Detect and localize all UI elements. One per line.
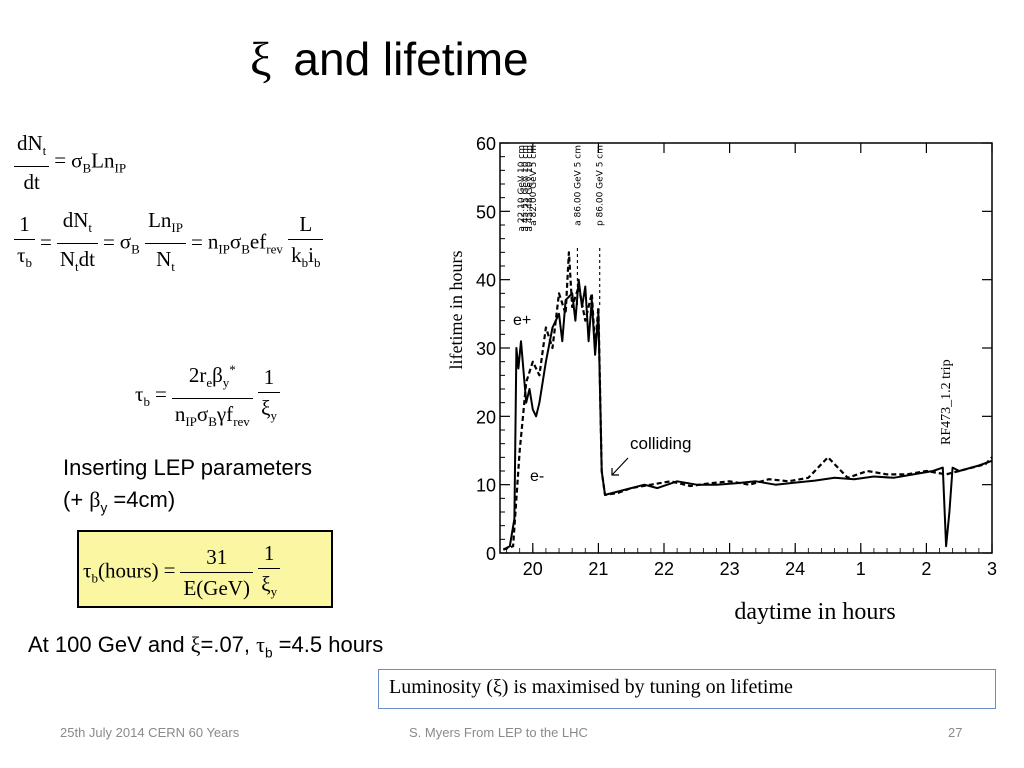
slide-number: 27 xyxy=(948,725,963,740)
x-tick-label: 24 xyxy=(785,559,805,579)
marker-label: a 82.00 GeV 5 cm xyxy=(529,145,539,226)
title-text: and lifetime xyxy=(293,33,529,85)
y-tick-label: 30 xyxy=(476,339,496,359)
marker-label: a 45.55 GeV 10 cm xyxy=(521,145,531,232)
equation-rate: dNt dt = σBLnIP xyxy=(14,128,126,197)
highlighted-equation-box: τb(hours) = 31 E(GeV) 1 ξy xyxy=(77,530,333,608)
x-axis-label: daytime in hours xyxy=(734,599,895,625)
footer-date: 25th July 2014 CERN 60 Years xyxy=(60,725,240,740)
slide-title: ξ and lifetime xyxy=(250,32,529,87)
y-axis-label: lifetime in hours xyxy=(446,251,466,370)
marker-label: p 86.00 GeV 5 cm xyxy=(596,145,606,226)
top-markers: a 22.10 GeV 10 cma 45.55 GeV 10 cma 45.4… xyxy=(517,145,606,307)
annotation-colliding: colliding xyxy=(630,434,691,453)
result-statement: At 100 GeV and ξ=.07, τb =4.5 hours xyxy=(28,632,384,661)
inserting-parameters-label: Inserting LEP parameters xyxy=(63,455,313,480)
x-tick-label: 1 xyxy=(856,559,866,579)
x-tick-label: 2 xyxy=(921,559,931,579)
x-tick-label: 3 xyxy=(987,559,997,579)
marker-label: a 45.48 GeV 10 cm xyxy=(525,145,535,232)
y-tick-label: 20 xyxy=(476,407,496,427)
equation-tau-b: τb = 2reβy* nIPσBγfrev 1 ξy xyxy=(135,355,280,437)
luminosity-note-box: Luminosity (ξ) is maximised by tuning on… xyxy=(378,669,996,709)
y-tick-label: 50 xyxy=(476,202,496,222)
x-tick-label: 20 xyxy=(523,559,543,579)
series-e-plus-line xyxy=(502,278,993,551)
colliding-arrowhead xyxy=(611,468,619,476)
beta-value-label: (+ βy =4cm) xyxy=(63,487,176,516)
x-tick-label: 21 xyxy=(588,559,608,579)
y-tick-label: 40 xyxy=(476,271,496,291)
x-tick-label: 22 xyxy=(654,559,674,579)
footer-author: S. Myers From LEP to the LHC xyxy=(409,725,588,740)
annotation-e-minus: e- xyxy=(530,468,544,485)
y-tick-label: 60 xyxy=(476,134,496,154)
series-layer xyxy=(502,251,993,551)
annotation-e-plus: e+ xyxy=(513,312,531,329)
title-xi-symbol: ξ xyxy=(250,33,272,86)
x-tick-label: 23 xyxy=(720,559,740,579)
marker-label: a 86.00 GeV 5 cm xyxy=(573,145,583,226)
annotation-rf-trip: RF473_1.2 trip xyxy=(939,359,954,445)
y-tick-label: 10 xyxy=(476,476,496,496)
series-e-minus-line xyxy=(502,251,993,551)
colliding-arrow xyxy=(611,457,629,476)
marker-label: a 22.10 GeV 10 cm xyxy=(517,145,527,232)
y-tick-label: 0 xyxy=(486,544,496,564)
